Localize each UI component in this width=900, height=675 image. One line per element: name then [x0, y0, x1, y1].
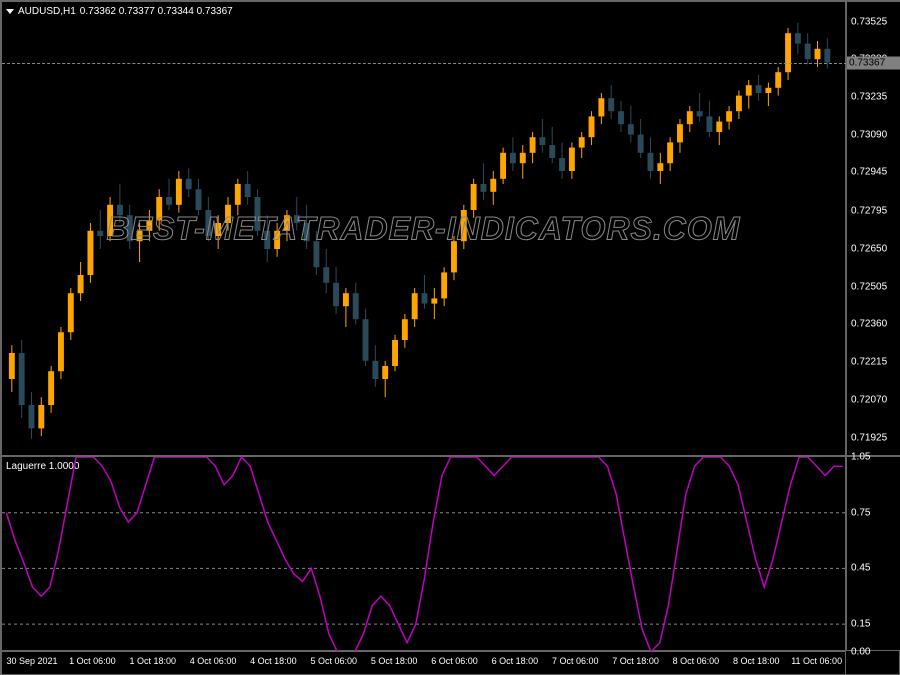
indicator-y-tick: 0.00: [851, 647, 870, 658]
y-tick-label: 0.72215: [851, 357, 887, 368]
y-tick-label: 0.72505: [851, 281, 887, 292]
x-tick-label: 4 Oct 18:00: [250, 656, 297, 666]
y-tick-label: 0.73090: [851, 129, 887, 140]
y-tick-label: 0.73525: [851, 16, 887, 27]
current-price-box: 0.73367: [847, 56, 900, 69]
x-tick-label: 1 Oct 18:00: [129, 656, 176, 666]
price-y-axis: 0.735250.733800.732350.730900.729450.727…: [846, 1, 900, 456]
y-tick-label: 0.71925: [851, 432, 887, 443]
x-tick-label: 8 Oct 18:00: [733, 656, 780, 666]
y-tick-label: 0.72070: [851, 394, 887, 405]
indicator-y-tick: 0.15: [851, 619, 870, 630]
x-tick-label: 8 Oct 06:00: [673, 656, 720, 666]
x-tick-label: 30 Sep 2021: [6, 656, 57, 666]
indicator-chart[interactable]: [2, 457, 847, 652]
x-tick-label: 4 Oct 06:00: [190, 656, 237, 666]
x-tick-label: 6 Oct 06:00: [431, 656, 478, 666]
indicator-y-axis: 1.050.750.450.150.00: [846, 456, 900, 651]
x-tick-label: 1 Oct 06:00: [69, 656, 116, 666]
current-price-line: [2, 63, 847, 64]
x-tick-label: 6 Oct 18:00: [492, 656, 539, 666]
x-tick-label: 5 Oct 18:00: [371, 656, 418, 666]
y-tick-label: 0.72650: [851, 244, 887, 255]
x-tick-label: 7 Oct 06:00: [552, 656, 599, 666]
indicator-y-tick: 0.45: [851, 563, 870, 574]
y-tick-label: 0.72360: [851, 319, 887, 330]
y-tick-label: 0.73235: [851, 91, 887, 102]
indicator-panel[interactable]: Laguerre 1.0000: [1, 456, 846, 651]
price-chart-panel[interactable]: AUDUSD,H1 0.73362 0.73377 0.73344 0.7336…: [1, 1, 846, 456]
time-x-axis: 30 Sep 2021 1 Oct 06:00 1 Oct 18:00 4 Oct 0…: [1, 651, 846, 675]
candlestick-chart[interactable]: [2, 2, 847, 457]
x-tick-label: 11 Oct 06:00: [791, 656, 842, 666]
x-tick-label: 5 Oct 06:00: [311, 656, 358, 666]
y-tick-label: 0.72795: [851, 206, 887, 217]
x-tick-label: 7 Oct 18:00: [612, 656, 659, 666]
chart-window[interactable]: AUDUSD,H1 0.73362 0.73377 0.73344 0.7336…: [0, 0, 900, 675]
y-tick-label: 0.72945: [851, 167, 887, 178]
indicator-y-tick: 1.05: [851, 452, 870, 463]
indicator-y-tick: 0.75: [851, 507, 870, 518]
